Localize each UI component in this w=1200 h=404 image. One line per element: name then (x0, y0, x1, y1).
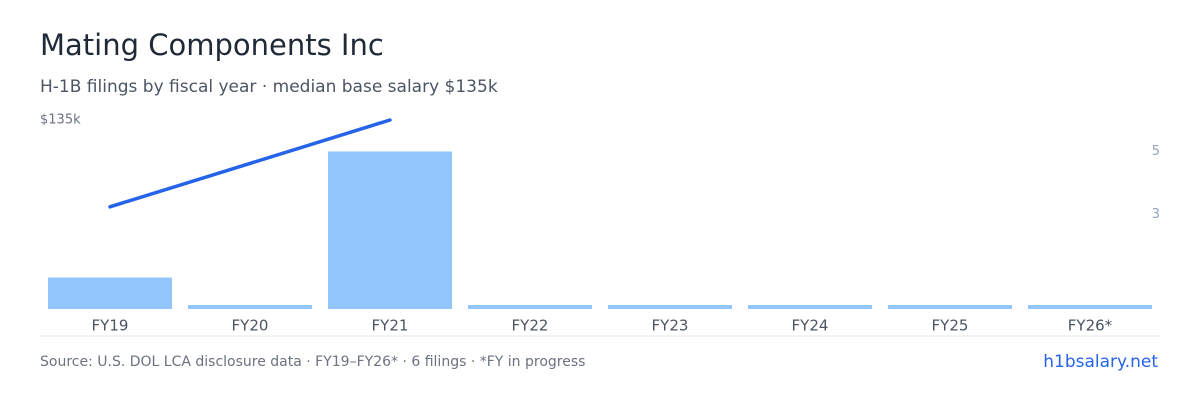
chart-subtitle: H-1B filings by fiscal year · median bas… (40, 77, 498, 97)
x-tick-label: FY20 (232, 317, 269, 335)
line (108, 118, 392, 209)
x-tick-label: FY25 (932, 317, 969, 335)
x-tick-label: FY21 (372, 317, 409, 335)
x-tick-label: FY23 (652, 317, 689, 335)
bar-track (888, 305, 1012, 309)
bar-track (608, 305, 732, 309)
y-tick-label: $135k (40, 113, 81, 128)
x-tick-label: FY24 (792, 317, 829, 335)
y2-tick-label: 5 (1152, 144, 1160, 159)
bar (48, 277, 172, 309)
bar-track (748, 305, 872, 309)
chart-title: Mating Components Inc (40, 28, 384, 62)
x-tick-label: FY19 (92, 317, 129, 335)
bar-track (188, 305, 312, 309)
y2-tick-label: 3 (1152, 207, 1160, 222)
bar-track (468, 305, 592, 309)
x-tick-label: FY26* (1068, 317, 1113, 335)
x-tick-label: FY22 (512, 317, 549, 335)
footer-source: Source: U.S. DOL LCA disclosure data · F… (40, 354, 585, 370)
bar (328, 151, 452, 309)
bar-track (1028, 305, 1152, 309)
footer-link[interactable]: h1bsalary.net (1043, 352, 1158, 372)
